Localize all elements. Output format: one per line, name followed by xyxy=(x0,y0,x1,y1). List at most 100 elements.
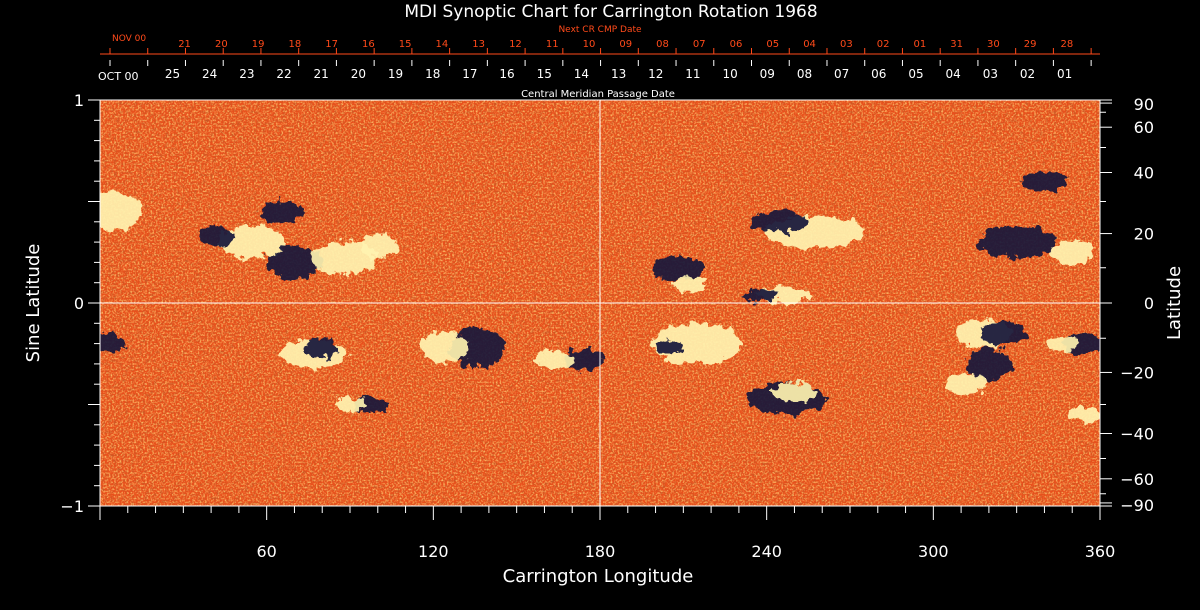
top-axis-month: OCT 00 xyxy=(98,70,139,83)
next-date-label: 02 xyxy=(877,39,890,50)
region-negative-5 xyxy=(258,201,303,222)
next-date-label: 16 xyxy=(362,39,375,50)
region-positive-4 xyxy=(361,233,400,259)
x-tick-label: 240 xyxy=(751,542,782,561)
next-date-label: 03 xyxy=(840,39,853,50)
cmp-date-label: 01 xyxy=(1057,67,1072,81)
top-axes: Next CR CMP Date NOV 00 OCT 00 Central M… xyxy=(98,25,1100,100)
next-date-label: 29 xyxy=(1024,39,1037,50)
region-negative-23 xyxy=(655,341,684,354)
x-axis-label: Carrington Longitude xyxy=(503,566,694,587)
region-positive-34 xyxy=(100,191,142,232)
next-date-label: 11 xyxy=(546,39,559,50)
x-tick-label: 60 xyxy=(256,542,276,561)
y-right-tick-label: 20 xyxy=(1134,225,1154,244)
next-date-label: 14 xyxy=(436,39,449,50)
cmp-date-label: 14 xyxy=(574,67,589,81)
next-date-label: 31 xyxy=(950,39,963,50)
plot-area xyxy=(100,100,1100,506)
next-date-label: 13 xyxy=(472,39,485,50)
next-date-label: 09 xyxy=(619,39,632,50)
next-date-label: 06 xyxy=(730,39,743,50)
cmp-date-label: 06 xyxy=(871,67,886,81)
cmp-date-label: 10 xyxy=(722,67,737,81)
y-left-tick-label: −1 xyxy=(60,497,84,516)
cmp-date-label: 23 xyxy=(239,67,254,81)
y-left-tick-label: 0 xyxy=(74,294,84,313)
next-date-label: 07 xyxy=(693,39,706,50)
region-positive-25 xyxy=(944,374,989,395)
region-negative-1 xyxy=(200,225,234,247)
next-date-label: 01 xyxy=(913,39,926,50)
next-date-label: 20 xyxy=(215,39,228,50)
region-negative-2 xyxy=(266,246,323,279)
y-right-tick-label: −90 xyxy=(1120,496,1154,515)
cmp-date-label: 12 xyxy=(648,67,663,81)
y-right-tick-label: −20 xyxy=(1120,363,1154,382)
next-date-label: 08 xyxy=(656,39,669,50)
region-positive-0 xyxy=(219,225,287,259)
top-date-ticks: 25 24 23 22 21 20 19 18 17 16 15 14 13 12 11 10 09 08 07 06… xyxy=(109,39,1092,81)
y-left-tick-label: 1 xyxy=(74,91,84,110)
cmp-date-label: 13 xyxy=(611,67,626,81)
cmp-date-label: 04 xyxy=(946,67,961,81)
region-negative-31 xyxy=(977,225,1056,259)
region-negative-18 xyxy=(650,256,706,281)
region-negative-8 xyxy=(563,349,603,370)
next-date-label: 28 xyxy=(1061,39,1074,50)
next-date-label: 19 xyxy=(252,39,265,50)
x-tick-label: 360 xyxy=(1085,542,1116,561)
region-positive-32 xyxy=(1050,240,1095,265)
next-date-label: 10 xyxy=(583,39,596,50)
region-positive-19 xyxy=(672,276,706,293)
cmp-date-label: 05 xyxy=(908,67,923,81)
cmp-date-label: 24 xyxy=(202,67,217,81)
next-date-label: 15 xyxy=(399,39,412,50)
cmp-date-label: 22 xyxy=(276,67,291,81)
cmp-date-label: 18 xyxy=(425,67,440,81)
cmp-date-label: 03 xyxy=(983,67,998,81)
y-right-tick-label: −60 xyxy=(1120,470,1154,489)
region-negative-27 xyxy=(980,321,1025,346)
y-right-tick-label: 60 xyxy=(1134,118,1154,137)
next-axis-label: Next CR CMP Date xyxy=(558,25,642,35)
region-positive-22 xyxy=(652,323,742,364)
cmp-date-label: 02 xyxy=(1020,67,1035,81)
x-tick-label: 180 xyxy=(585,542,616,561)
cmp-date-label: 15 xyxy=(537,67,552,81)
next-date-label: 18 xyxy=(288,39,301,50)
region-positive-29 xyxy=(1044,335,1078,352)
region-positive-3 xyxy=(311,242,378,275)
cmp-date-label: 11 xyxy=(685,67,700,81)
region-negative-17 xyxy=(752,211,809,232)
y-right-tick-label: 0 xyxy=(1144,294,1154,313)
next-date-label: 17 xyxy=(325,39,338,50)
region-positive-33 xyxy=(1069,406,1100,423)
cmp-date-label: 07 xyxy=(834,67,849,81)
next-date-label: 04 xyxy=(803,39,816,50)
top-axis-label: Central Meridian Passage Date xyxy=(521,89,675,100)
next-axis-month: NOV 00 xyxy=(112,34,146,44)
next-date-label: 12 xyxy=(509,39,522,50)
y-right-tick-label: 40 xyxy=(1134,164,1154,183)
cmp-date-label: 17 xyxy=(462,67,477,81)
region-negative-24 xyxy=(966,347,1012,381)
y-axis-label-right: Latitude xyxy=(1164,266,1185,340)
y-right-tick-label: −40 xyxy=(1120,424,1154,443)
region-negative-11 xyxy=(305,337,339,358)
cmp-date-label: 25 xyxy=(165,67,180,81)
region-positive-21 xyxy=(772,382,817,403)
region-positive-9 xyxy=(536,349,575,370)
next-date-label: 05 xyxy=(766,39,779,50)
x-tick-label: 300 xyxy=(918,542,949,561)
region-negative-35 xyxy=(100,333,125,354)
y-axis-label-left: Sine Latitude xyxy=(23,244,44,363)
cmp-date-label: 16 xyxy=(499,67,514,81)
next-date-label: 21 xyxy=(178,39,191,50)
magnetic-regions xyxy=(100,171,1100,423)
y-right-tick-label: 90 xyxy=(1134,95,1154,114)
x-tick-label: 120 xyxy=(418,542,449,561)
left-axis: 1 0 −1 xyxy=(60,91,100,516)
right-axis: 90 60 40 20 0 −20 −40 −60 −90 xyxy=(1100,95,1154,515)
